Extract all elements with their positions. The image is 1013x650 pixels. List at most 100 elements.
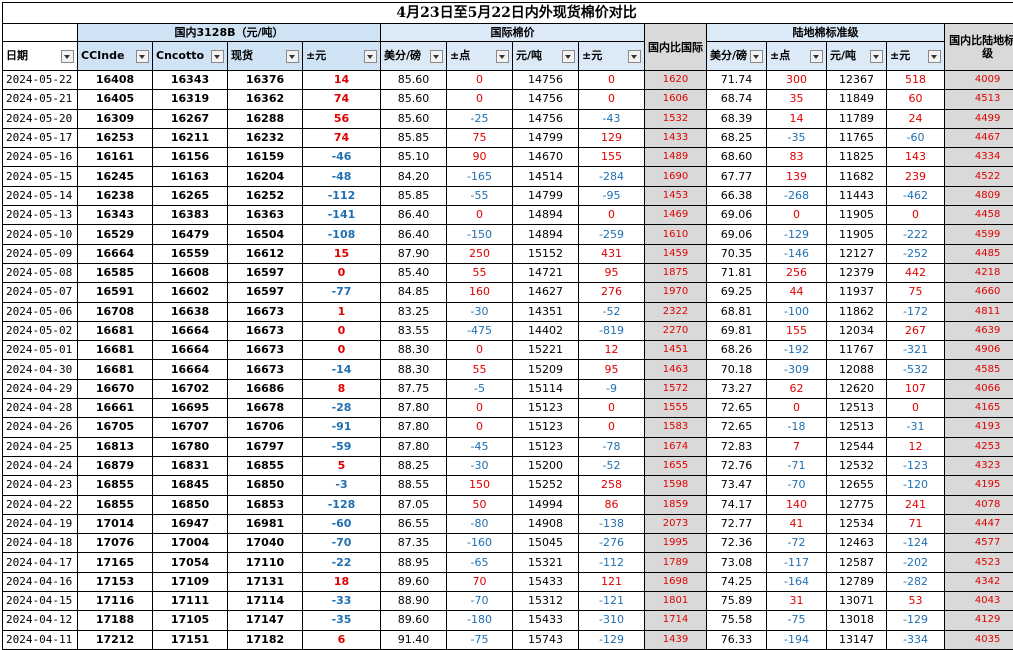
cell-dom-vs-intl[interactable]: 1555	[645, 399, 707, 418]
cell-ccindex[interactable]: 16855	[78, 495, 153, 514]
cell-spot[interactable]: 16376	[228, 71, 303, 90]
cell-land-chg-pt[interactable]: -72	[767, 534, 827, 553]
cell-land-chg-yuan[interactable]: 53	[887, 592, 945, 611]
cell-yuan-t[interactable]: 14756	[513, 90, 579, 109]
cell-chg-pt[interactable]: -70	[447, 592, 513, 611]
cell-land-chg-pt[interactable]: -146	[767, 244, 827, 263]
cell-spot[interactable]: 16362	[228, 90, 303, 109]
header-yuan-t[interactable]: 元/吨	[513, 42, 579, 71]
cell-land-chg-yuan[interactable]: -120	[887, 476, 945, 495]
cell-date[interactable]: 2024-05-15	[3, 167, 78, 186]
cell-chg-pt[interactable]: -30	[447, 456, 513, 475]
cell-land-yuan[interactable]: 12655	[827, 476, 887, 495]
cell-land-yuan[interactable]: 13147	[827, 630, 887, 649]
cell-land-chg-yuan[interactable]: 267	[887, 321, 945, 340]
cell-cncotton[interactable]: 16608	[153, 263, 228, 282]
cell-ccindex[interactable]: 17188	[78, 611, 153, 630]
cell-yuan-t[interactable]: 14799	[513, 186, 579, 205]
cell-usc-lb[interactable]: 89.60	[381, 572, 447, 591]
cell-land-usc[interactable]: 69.06	[707, 225, 767, 244]
cell-land-chg-pt[interactable]: 0	[767, 206, 827, 225]
cell-land-chg-pt[interactable]: -70	[767, 476, 827, 495]
cell-chg-yuan[interactable]: -28	[303, 399, 381, 418]
cell-land-usc[interactable]: 69.06	[707, 206, 767, 225]
cell-chg-yuan2[interactable]: 0	[579, 418, 645, 437]
cell-yuan-t[interactable]: 14627	[513, 283, 579, 302]
cell-spot[interactable]: 16232	[228, 128, 303, 147]
filter-dropdown-icon[interactable]	[870, 50, 883, 63]
filter-dropdown-icon[interactable]	[562, 50, 575, 63]
cell-chg-pt[interactable]: 0	[447, 341, 513, 360]
cell-chg-yuan2[interactable]: -276	[579, 534, 645, 553]
cell-spot[interactable]: 16855	[228, 456, 303, 475]
cell-chg-pt[interactable]: -150	[447, 225, 513, 244]
cell-usc-lb[interactable]: 84.20	[381, 167, 447, 186]
cell-ccindex[interactable]: 16408	[78, 71, 153, 90]
cell-date[interactable]: 2024-04-22	[3, 495, 78, 514]
cell-usc-lb[interactable]: 85.40	[381, 263, 447, 282]
cell-dom-vs-intl[interactable]: 1789	[645, 553, 707, 572]
cell-dom-vs-land[interactable]: 4342	[945, 572, 1013, 591]
cell-cncotton[interactable]: 16850	[153, 495, 228, 514]
cell-ccindex[interactable]: 16879	[78, 456, 153, 475]
cell-chg-yuan2[interactable]: -9	[579, 379, 645, 398]
cell-spot[interactable]: 16204	[228, 167, 303, 186]
cell-cncotton[interactable]: 16664	[153, 321, 228, 340]
cell-usc-lb[interactable]: 88.95	[381, 553, 447, 572]
cell-chg-yuan2[interactable]: -259	[579, 225, 645, 244]
cell-land-usc[interactable]: 71.81	[707, 263, 767, 282]
cell-chg-yuan[interactable]: 15	[303, 244, 381, 263]
cell-chg-yuan2[interactable]: 95	[579, 263, 645, 282]
cell-dom-vs-land[interactable]: 4009	[945, 71, 1013, 90]
cell-dom-vs-intl[interactable]: 1995	[645, 534, 707, 553]
cell-chg-yuan2[interactable]: -129	[579, 630, 645, 649]
cell-dom-vs-land[interactable]: 4660	[945, 283, 1013, 302]
cell-cncotton[interactable]: 17111	[153, 592, 228, 611]
cell-chg-yuan2[interactable]: 276	[579, 283, 645, 302]
cell-usc-lb[interactable]: 87.90	[381, 244, 447, 263]
cell-land-chg-yuan[interactable]: -252	[887, 244, 945, 263]
cell-land-yuan[interactable]: 11443	[827, 186, 887, 205]
cell-dom-vs-intl[interactable]: 1610	[645, 225, 707, 244]
cell-usc-lb[interactable]: 85.10	[381, 148, 447, 167]
cell-land-chg-pt[interactable]: -268	[767, 186, 827, 205]
cell-land-chg-pt[interactable]: 62	[767, 379, 827, 398]
cell-ccindex[interactable]: 17076	[78, 534, 153, 553]
cell-yuan-t[interactable]: 15433	[513, 611, 579, 630]
cell-date[interactable]: 2024-05-01	[3, 341, 78, 360]
cell-land-usc[interactable]: 69.25	[707, 283, 767, 302]
cell-chg-yuan2[interactable]: -138	[579, 514, 645, 533]
cell-chg-yuan2[interactable]: -95	[579, 186, 645, 205]
cell-chg-pt[interactable]: -165	[447, 167, 513, 186]
cell-date[interactable]: 2024-05-13	[3, 206, 78, 225]
cell-chg-pt[interactable]: -55	[447, 186, 513, 205]
header-land-yuan[interactable]: 元/吨	[827, 42, 887, 71]
filter-dropdown-icon[interactable]	[286, 50, 299, 63]
cell-spot[interactable]: 16288	[228, 109, 303, 128]
cell-dom-vs-land[interactable]: 4195	[945, 476, 1013, 495]
cell-chg-pt[interactable]: 55	[447, 360, 513, 379]
cell-date[interactable]: 2024-04-29	[3, 379, 78, 398]
cell-chg-pt[interactable]: -65	[447, 553, 513, 572]
cell-yuan-t[interactable]: 15123	[513, 437, 579, 456]
cell-land-chg-yuan[interactable]: 143	[887, 148, 945, 167]
cell-dom-vs-intl[interactable]: 1572	[645, 379, 707, 398]
cell-chg-yuan[interactable]: -112	[303, 186, 381, 205]
cell-chg-yuan2[interactable]: 155	[579, 148, 645, 167]
cell-chg-yuan2[interactable]: -78	[579, 437, 645, 456]
cell-yuan-t[interactable]: 14894	[513, 225, 579, 244]
header-dom-vs-intl[interactable]: 国内比国际	[645, 24, 707, 71]
cell-yuan-t[interactable]: 15252	[513, 476, 579, 495]
cell-chg-yuan[interactable]: -33	[303, 592, 381, 611]
cell-date[interactable]: 2024-04-19	[3, 514, 78, 533]
cell-land-usc[interactable]: 68.39	[707, 109, 767, 128]
cell-chg-pt[interactable]: 0	[447, 71, 513, 90]
cell-land-chg-yuan[interactable]: 241	[887, 495, 945, 514]
cell-land-chg-pt[interactable]: 83	[767, 148, 827, 167]
cell-dom-vs-intl[interactable]: 1655	[645, 456, 707, 475]
cell-date[interactable]: 2024-05-07	[3, 283, 78, 302]
cell-cncotton[interactable]: 16664	[153, 360, 228, 379]
cell-land-yuan[interactable]: 13018	[827, 611, 887, 630]
cell-chg-yuan[interactable]: -59	[303, 437, 381, 456]
cell-cncotton[interactable]: 16695	[153, 399, 228, 418]
